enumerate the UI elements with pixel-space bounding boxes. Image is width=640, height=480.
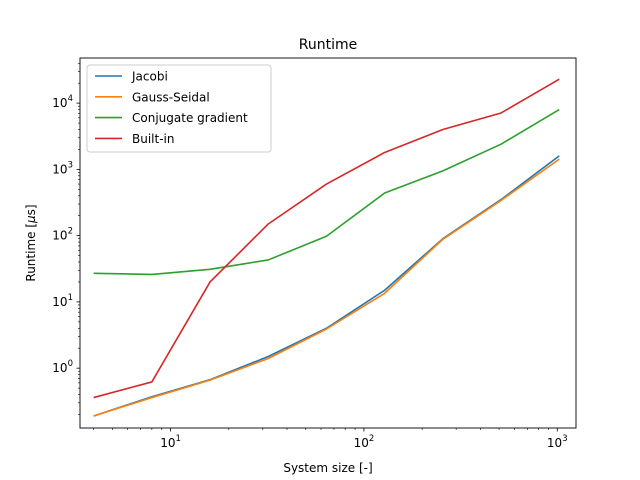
y-tick-exp: 0 (68, 359, 73, 369)
series-layer (93, 78, 560, 417)
y-tick-base: 10 (52, 96, 67, 110)
y-tick-base: 10 (52, 162, 67, 176)
legend-label: Jacobi (131, 70, 168, 84)
legend-label: Built-in (132, 132, 174, 146)
y-tick-base: 10 (52, 361, 67, 375)
x-axis-label: System size [-] (283, 461, 372, 475)
y-axis-label-main: Runtime [ (24, 223, 38, 282)
y-tick-label: 101 (52, 293, 73, 309)
y-tick-label: 100 (52, 359, 73, 375)
y-axis-label-mu: μ (24, 215, 38, 224)
y-tick-base: 10 (52, 229, 67, 243)
x-tick-label: 103 (547, 434, 568, 450)
plot-frame (79, 57, 577, 429)
x-tick-label: 101 (160, 434, 181, 450)
x-tick-exp: 1 (176, 434, 181, 444)
series-line-2 (93, 108, 560, 276)
y-axis-label: Runtime [μs] (24, 204, 38, 281)
x-tick-base: 10 (354, 436, 369, 450)
x-tick-exp: 3 (562, 434, 567, 444)
y-tick-base: 10 (52, 295, 67, 309)
legend-label: Conjugate gradient (132, 111, 248, 125)
y-tick-exp: 3 (68, 160, 73, 170)
x-tick-base: 10 (547, 436, 562, 450)
x-tick-base: 10 (160, 436, 175, 450)
y-axis-label-end: s] (24, 204, 38, 215)
legend-label: Gauss-Seidal (132, 90, 210, 104)
x-tick-exp: 2 (369, 434, 374, 444)
series-line-3 (93, 78, 560, 399)
series-line-1 (93, 158, 560, 417)
y-tick-label: 104 (52, 94, 73, 110)
legend-box (86, 64, 272, 153)
y-tick-label: 102 (52, 227, 73, 243)
y-tick-exp: 1 (68, 293, 73, 303)
chart-title: Runtime (299, 37, 357, 53)
legend: Jacobi Gauss-Seidal Conjugate gradient Buil… (86, 64, 272, 153)
x-tick-label: 102 (354, 434, 375, 450)
y-tick-label: 103 (52, 160, 73, 176)
y-tick-exp: 2 (68, 227, 73, 237)
y-tick-exp: 4 (68, 94, 73, 104)
